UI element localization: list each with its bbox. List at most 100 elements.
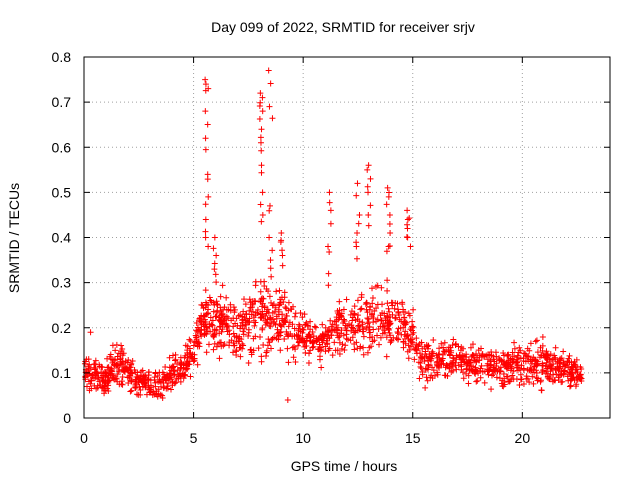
- data-point: [381, 310, 388, 317]
- data-point: [425, 342, 432, 349]
- data-point: [406, 215, 413, 222]
- data-point: [251, 297, 258, 304]
- data-point: [518, 362, 525, 369]
- data-point: [251, 322, 258, 329]
- data-point: [194, 361, 201, 368]
- data-point: [385, 325, 392, 332]
- data-point: [560, 348, 567, 355]
- data-point: [121, 364, 128, 371]
- data-point: [436, 364, 443, 371]
- data-point: [527, 358, 534, 365]
- data-point: [469, 367, 476, 374]
- data-point: [106, 377, 113, 384]
- data-point: [484, 368, 491, 375]
- data-point: [365, 326, 372, 333]
- data-point: [227, 301, 234, 308]
- data-point: [550, 361, 557, 368]
- data-point: [133, 391, 140, 398]
- data-point: [344, 336, 351, 343]
- data-point: [384, 287, 391, 294]
- data-point: [276, 287, 283, 294]
- data-point: [539, 333, 546, 340]
- data-point: [450, 336, 457, 343]
- data-point: [488, 361, 495, 368]
- data-point: [297, 309, 304, 316]
- data-point: [379, 324, 386, 331]
- data-point: [358, 294, 365, 301]
- data-point: [296, 323, 303, 330]
- data-point: [567, 382, 574, 389]
- data-point: [169, 352, 176, 359]
- data-point: [330, 326, 337, 333]
- data-point: [279, 252, 286, 259]
- data-point: [273, 288, 280, 295]
- data-point: [210, 346, 217, 353]
- data-point: [223, 313, 230, 320]
- data-point: [440, 344, 447, 351]
- data-point: [524, 353, 531, 360]
- data-point: [398, 318, 405, 325]
- data-point: [178, 361, 185, 368]
- data-point: [82, 374, 89, 381]
- data-point: [388, 337, 395, 344]
- data-point: [475, 370, 482, 377]
- data-point: [87, 380, 94, 387]
- data-point: [268, 319, 275, 326]
- data-point: [240, 331, 247, 338]
- data-point: [263, 310, 270, 317]
- data-point: [110, 372, 117, 379]
- data-point: [241, 325, 248, 332]
- data-point: [102, 382, 109, 389]
- data-point: [546, 373, 553, 380]
- data-point: [343, 335, 350, 342]
- data-point: [410, 323, 417, 330]
- data-point: [475, 357, 482, 364]
- data-point: [520, 367, 527, 374]
- data-point: [259, 94, 266, 101]
- data-point: [228, 337, 235, 344]
- data-point: [374, 282, 381, 289]
- data-point: [533, 362, 540, 369]
- data-point: [386, 211, 393, 218]
- data-point: [543, 359, 550, 366]
- data-point: [249, 304, 256, 311]
- data-point: [325, 270, 332, 277]
- data-point: [556, 372, 563, 379]
- data-point: [127, 370, 134, 377]
- data-point: [224, 328, 231, 335]
- data-point: [364, 320, 371, 327]
- data-point: [355, 312, 362, 319]
- data-point: [327, 207, 334, 214]
- data-point: [338, 345, 345, 352]
- data-point: [543, 368, 550, 375]
- data-point: [113, 361, 120, 368]
- data-point: [216, 323, 223, 330]
- data-point: [153, 391, 160, 398]
- data-point: [533, 337, 540, 344]
- data-point: [386, 329, 393, 336]
- data-point: [529, 373, 536, 380]
- data-point: [547, 351, 554, 358]
- data-point: [281, 319, 288, 326]
- data-point: [408, 343, 415, 350]
- data-point: [411, 356, 418, 363]
- data-point: [132, 385, 139, 392]
- data-point: [351, 311, 358, 318]
- data-point: [128, 387, 135, 394]
- data-point: [152, 390, 159, 397]
- data-point: [233, 348, 240, 355]
- data-point: [409, 339, 416, 346]
- data-point: [383, 334, 390, 341]
- data-point: [81, 360, 88, 367]
- data-point: [225, 306, 232, 313]
- data-point: [402, 335, 409, 342]
- data-point: [277, 322, 284, 329]
- data-point: [220, 306, 227, 313]
- data-point: [231, 342, 238, 349]
- x-tick-label: 0: [80, 430, 88, 446]
- data-point: [405, 355, 412, 362]
- data-point: [285, 299, 292, 306]
- data-point: [267, 257, 274, 264]
- data-point: [400, 344, 407, 351]
- data-point: [367, 175, 374, 182]
